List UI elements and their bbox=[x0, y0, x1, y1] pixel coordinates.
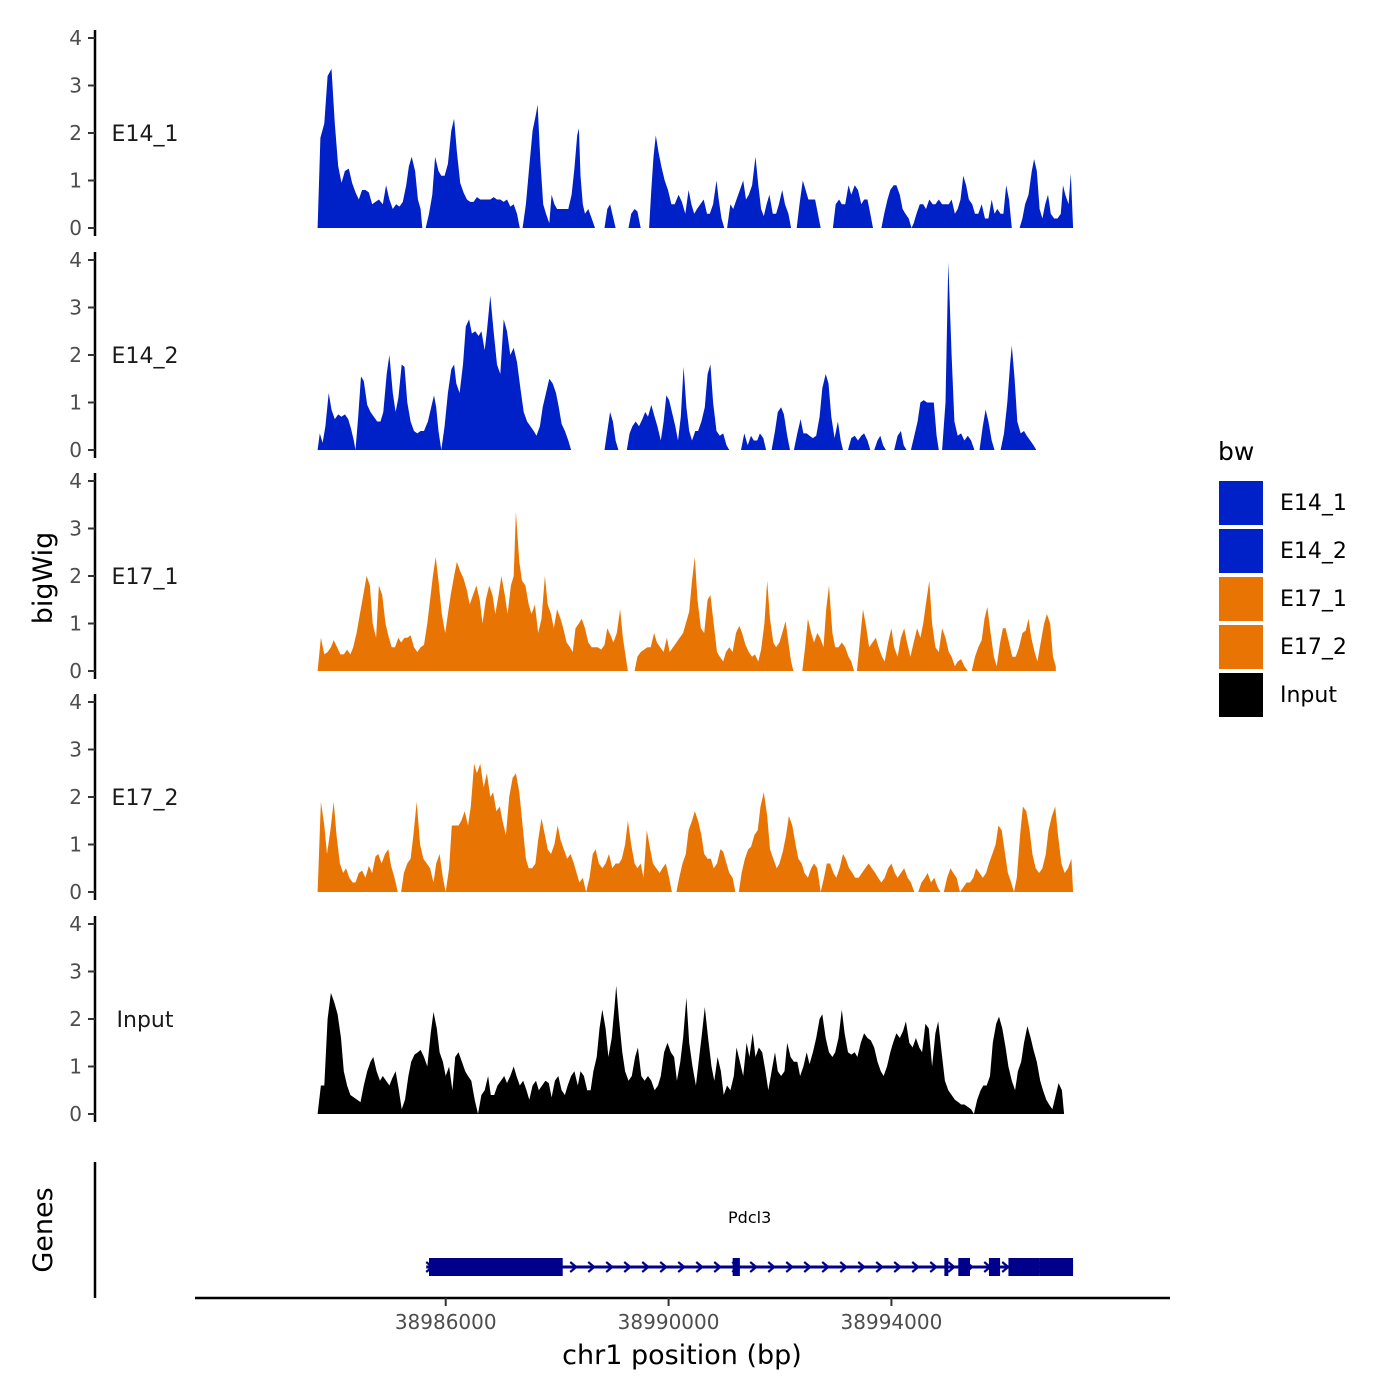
track-e14-1: 0 1 2 3 4 E14_1 bbox=[69, 26, 1074, 240]
legend-entry-input: Input bbox=[1219, 673, 1337, 717]
x-axis: 38986000 38990000 38994000 bbox=[195, 1296, 1170, 1334]
strand-arrow bbox=[623, 1261, 632, 1273]
coverage-area-e14-2 bbox=[317, 262, 1037, 450]
strand-arrow bbox=[713, 1261, 722, 1273]
strand-arrow bbox=[821, 1261, 830, 1273]
y-tick-label: 2 bbox=[69, 343, 82, 367]
legend-entry-e14-1: E14_1 bbox=[1219, 481, 1347, 525]
strand-arrow bbox=[749, 1261, 758, 1273]
strand-arrow bbox=[641, 1261, 650, 1273]
genes-axis-title: Genes bbox=[28, 1187, 59, 1272]
gene-exon bbox=[1039, 1258, 1074, 1276]
strand-arrow bbox=[659, 1261, 668, 1273]
legend-entry-e14-2: E14_2 bbox=[1219, 529, 1347, 573]
y-tick-label: 0 bbox=[69, 216, 82, 240]
strand-arrow bbox=[569, 1261, 578, 1273]
y-tick-label: 0 bbox=[69, 1102, 82, 1126]
y-tick-label: 3 bbox=[69, 74, 82, 98]
gene-exon bbox=[958, 1258, 970, 1276]
legend-label: E14_2 bbox=[1280, 539, 1347, 564]
strand-arrow bbox=[677, 1261, 686, 1273]
x-tick-label: 38994000 bbox=[841, 1310, 943, 1334]
track-label: E14_1 bbox=[112, 122, 179, 147]
gene-exon bbox=[429, 1258, 563, 1276]
strand-arrow bbox=[929, 1261, 938, 1273]
legend-swatch bbox=[1219, 577, 1263, 621]
y-tick-label: 4 bbox=[69, 248, 82, 272]
gene-pdcl3: Pdcl3 bbox=[425, 1208, 1074, 1276]
gene-exon bbox=[988, 1258, 1001, 1276]
strand-arrow bbox=[785, 1261, 794, 1273]
legend-title: bw bbox=[1218, 437, 1254, 466]
legend-entry-e17-2: E17_2 bbox=[1219, 625, 1347, 669]
legend-swatch bbox=[1219, 625, 1263, 669]
y-tick-label: 0 bbox=[69, 438, 82, 462]
y-axis-title: bigWig bbox=[28, 532, 59, 625]
legend-swatch bbox=[1219, 673, 1263, 717]
track-input: 0 1 2 3 4 Input bbox=[69, 912, 1065, 1126]
legend-label: E17_1 bbox=[1280, 587, 1347, 612]
gene-exon bbox=[1008, 1258, 1040, 1276]
strand-arrow bbox=[695, 1261, 704, 1273]
y-tick-label: 2 bbox=[69, 121, 82, 145]
y-tick-label: 4 bbox=[69, 26, 82, 50]
legend-entry-e17-1: E17_1 bbox=[1219, 577, 1347, 621]
coverage-area-e17-1 bbox=[317, 511, 1056, 671]
gene-label: Pdcl3 bbox=[728, 1208, 771, 1227]
coverage-tracks: 0 1 2 3 4 E14_1 0 1 2 3 4 E14_2 0 1 2 3 4 E17_1 0 1 2 3 4 E17_2… bbox=[69, 26, 1074, 1126]
strand-arrow bbox=[1001, 1261, 1010, 1273]
legend: bw E14_1 E14_2 E17_1 E17_2 Input bbox=[1218, 437, 1347, 717]
track-e17-1: 0 1 2 3 4 E17_1 bbox=[69, 469, 1056, 683]
legend-swatch bbox=[1219, 529, 1263, 573]
strand-arrow bbox=[803, 1261, 812, 1273]
strand-arrow bbox=[911, 1261, 920, 1273]
gene-exon bbox=[944, 1258, 949, 1276]
y-tick-label: 1 bbox=[69, 169, 82, 193]
y-tick-label: 3 bbox=[69, 296, 82, 320]
coverage-area-input bbox=[317, 985, 1065, 1114]
x-tick-label: 38986000 bbox=[395, 1310, 497, 1334]
y-tick-label: 3 bbox=[69, 517, 82, 541]
y-tick-label: 2 bbox=[69, 564, 82, 588]
legend-label: E14_1 bbox=[1280, 491, 1347, 516]
x-axis-title: chr1 position (bp) bbox=[562, 1340, 802, 1371]
track-label: E17_1 bbox=[112, 565, 179, 590]
y-tick-label: 4 bbox=[69, 912, 82, 936]
strand-arrow bbox=[587, 1261, 596, 1273]
x-tick-label: 38990000 bbox=[618, 1310, 720, 1334]
track-e17-2: 0 1 2 3 4 E17_2 bbox=[69, 690, 1074, 904]
y-tick-label: 0 bbox=[69, 880, 82, 904]
strand-arrow bbox=[767, 1261, 776, 1273]
strand-arrow bbox=[875, 1261, 884, 1273]
legend-label: Input bbox=[1280, 683, 1337, 708]
y-tick-label: 1 bbox=[69, 833, 82, 857]
coverage-area-e14-1 bbox=[317, 68, 1074, 229]
strand-arrow bbox=[857, 1261, 866, 1273]
strand-arrow bbox=[947, 1261, 956, 1273]
gene-exon bbox=[732, 1258, 740, 1276]
y-tick-label: 1 bbox=[69, 612, 82, 636]
y-tick-label: 4 bbox=[69, 690, 82, 714]
legend-swatch bbox=[1219, 481, 1263, 525]
strand-arrow bbox=[839, 1261, 848, 1273]
track-label: Input bbox=[117, 1008, 174, 1033]
strand-arrow bbox=[893, 1261, 902, 1273]
strand-arrow bbox=[605, 1261, 614, 1273]
y-tick-label: 1 bbox=[69, 391, 82, 415]
y-tick-label: 3 bbox=[69, 738, 82, 762]
y-tick-label: 2 bbox=[69, 1007, 82, 1031]
track-label: E17_2 bbox=[112, 786, 179, 811]
y-tick-label: 3 bbox=[69, 960, 82, 984]
coverage-area-e17-2 bbox=[317, 763, 1074, 892]
track-e14-2: 0 1 2 3 4 E14_2 bbox=[69, 248, 1037, 462]
genes-track: Pdcl3 bbox=[93, 1162, 1074, 1298]
y-tick-label: 0 bbox=[69, 659, 82, 683]
track-label: E14_2 bbox=[112, 344, 179, 369]
y-tick-label: 2 bbox=[69, 785, 82, 809]
legend-label: E17_2 bbox=[1280, 635, 1347, 660]
y-tick-label: 1 bbox=[69, 1055, 82, 1079]
y-tick-label: 4 bbox=[69, 469, 82, 493]
